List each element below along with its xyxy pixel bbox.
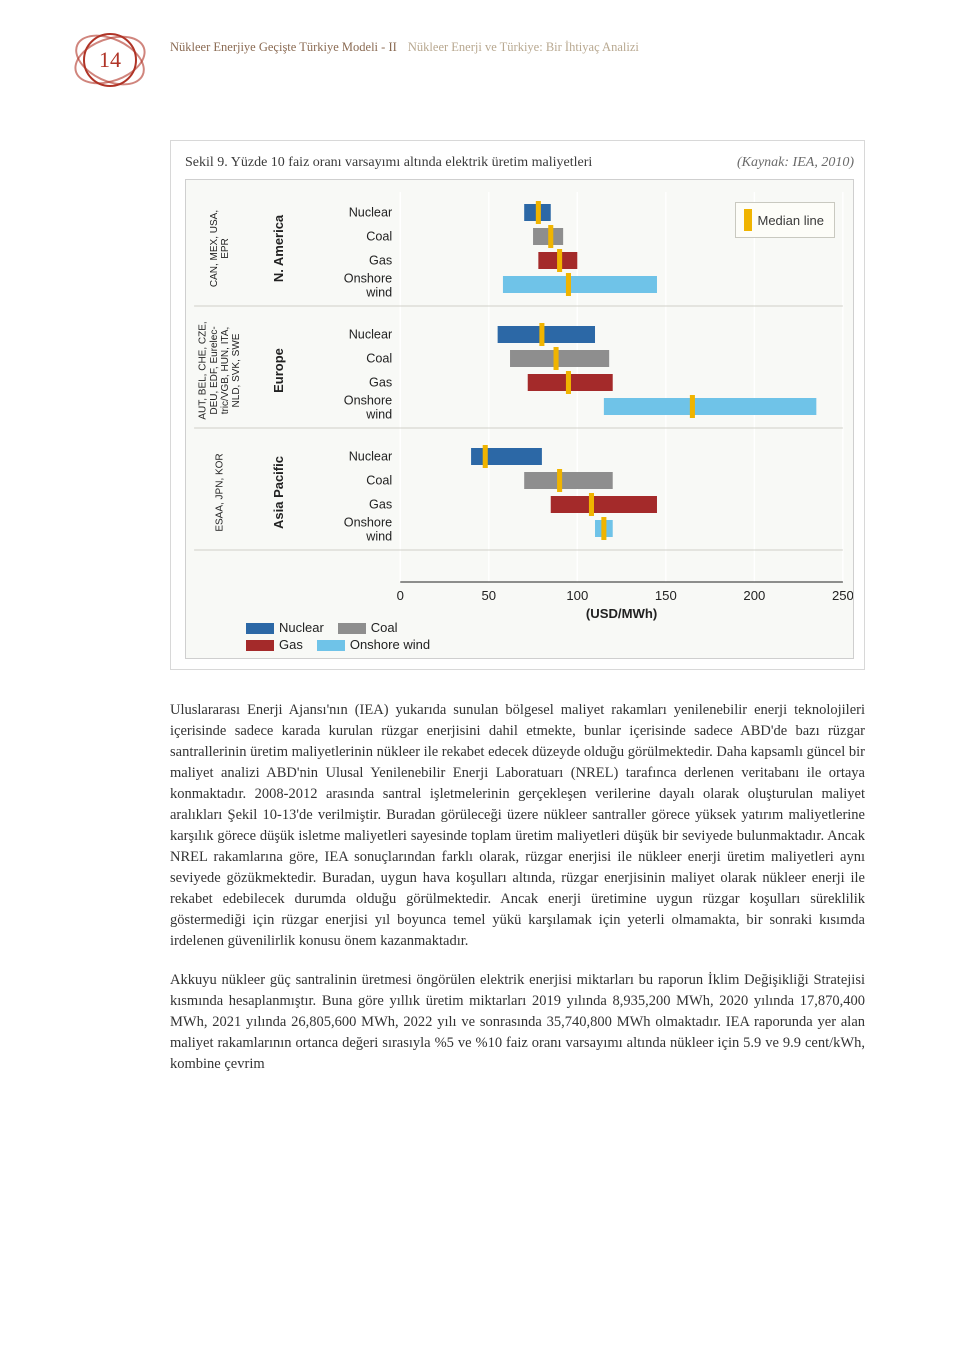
legend-item: Coal — [338, 620, 398, 635]
legend-swatch-icon — [246, 640, 274, 651]
paragraph: Uluslararası Enerji Ajansı'nın (IEA) yuk… — [170, 700, 865, 952]
svg-text:200: 200 — [743, 588, 765, 603]
svg-text:Gas: Gas — [369, 254, 392, 268]
svg-text:wind: wind — [365, 286, 392, 300]
svg-text:Nuclear: Nuclear — [349, 328, 392, 342]
document-page: 14 Nükleer Enerjiye Geçişte Türkiye Mode… — [0, 0, 960, 1075]
svg-text:EPR: EPR — [220, 238, 231, 259]
svg-text:wind: wind — [365, 530, 392, 544]
header-title-part2: Nükleer Enerji ve Türkiye: Bir İhtiyaç A… — [408, 40, 639, 54]
svg-text:Coal: Coal — [366, 474, 392, 488]
svg-text:CAN, MEX, USA,: CAN, MEX, USA, — [209, 210, 220, 287]
legend-label: Gas — [279, 637, 303, 652]
legend-swatch-icon — [338, 623, 366, 634]
svg-text:wind: wind — [365, 408, 392, 422]
svg-text:DEU, EDF, Eurelec-: DEU, EDF, Eurelec- — [209, 326, 220, 414]
chart-svg: 0 50 100 150 200 250 (USD/MWh) Nuclear Coal Gas On… — [186, 180, 853, 660]
svg-text:0: 0 — [397, 588, 404, 603]
median-swatch-icon — [744, 209, 752, 231]
svg-text:50: 50 — [481, 588, 496, 603]
cost-range-chart: 0 50 100 150 200 250 (USD/MWh) Nuclear Coal Gas On… — [185, 179, 854, 659]
median-legend-label: Median line — [758, 213, 825, 228]
svg-text:Coal: Coal — [366, 352, 392, 366]
svg-text:Onshore: Onshore — [344, 272, 392, 286]
svg-text:ESAA, JPN, KOR: ESAA, JPN, KOR — [214, 453, 225, 531]
legend-label: Coal — [371, 620, 398, 635]
paragraph: Akkuyu nükleer güç santralinin üretmesi … — [170, 970, 865, 1075]
svg-text:Onshore: Onshore — [344, 394, 392, 408]
svg-text:AUT, BEL, CHE, CZE,: AUT, BEL, CHE, CZE, — [198, 321, 209, 419]
legend-label: Nuclear — [279, 620, 324, 635]
svg-text:Onshore: Onshore — [344, 516, 392, 530]
series-legend: Nuclear Coal Gas Onshore wind — [246, 618, 430, 652]
page-number: 14 — [83, 33, 137, 87]
page-number-badge: 14 — [70, 20, 150, 100]
svg-text:Gas: Gas — [369, 498, 392, 512]
figure-container: Sekil 9. Yüzde 10 faiz oranı varsayımı a… — [170, 140, 865, 670]
svg-text:100: 100 — [566, 588, 588, 603]
legend-swatch-icon — [246, 623, 274, 634]
svg-text:(USD/MWh): (USD/MWh) — [586, 606, 657, 621]
svg-text:250: 250 — [832, 588, 853, 603]
svg-text:tric/VGB, HUN, ITA,: tric/VGB, HUN, ITA, — [220, 327, 231, 415]
legend-item: Onshore wind — [317, 637, 430, 652]
figure-source: (Kaynak: IEA, 2010) — [737, 155, 854, 171]
page-header: 14 Nükleer Enerjiye Geçişte Türkiye Mode… — [0, 0, 960, 130]
legend-item: Gas — [246, 637, 303, 652]
body-text: Uluslararası Enerji Ajansı'nın (IEA) yuk… — [170, 700, 865, 1075]
svg-text:Nuclear: Nuclear — [349, 450, 392, 464]
figure-caption: Sekil 9. Yüzde 10 faiz oranı varsayımı a… — [185, 155, 854, 171]
svg-text:N. America: N. America — [271, 214, 286, 282]
svg-text:Nuclear: Nuclear — [349, 206, 392, 220]
header-title-part1: Nükleer Enerjiye Geçişte Türkiye Modeli … — [170, 40, 397, 54]
svg-text:Europe: Europe — [271, 348, 286, 393]
svg-text:Coal: Coal — [366, 230, 392, 244]
legend-item: Nuclear — [246, 620, 324, 635]
median-legend: Median line — [735, 202, 836, 238]
legend-label: Onshore wind — [350, 637, 430, 652]
figure-caption-text: Yüzde 10 faiz oranı varsayımı altında el… — [231, 155, 593, 170]
svg-text:150: 150 — [655, 588, 677, 603]
svg-text:Asia Pacific: Asia Pacific — [271, 456, 286, 529]
figure-label: Sekil 9. — [185, 155, 228, 170]
svg-text:NLD, SVK, SWE: NLD, SVK, SWE — [231, 333, 242, 407]
header-title: Nükleer Enerjiye Geçişte Türkiye Modeli … — [170, 20, 639, 55]
legend-swatch-icon — [317, 640, 345, 651]
svg-text:Gas: Gas — [369, 376, 392, 390]
